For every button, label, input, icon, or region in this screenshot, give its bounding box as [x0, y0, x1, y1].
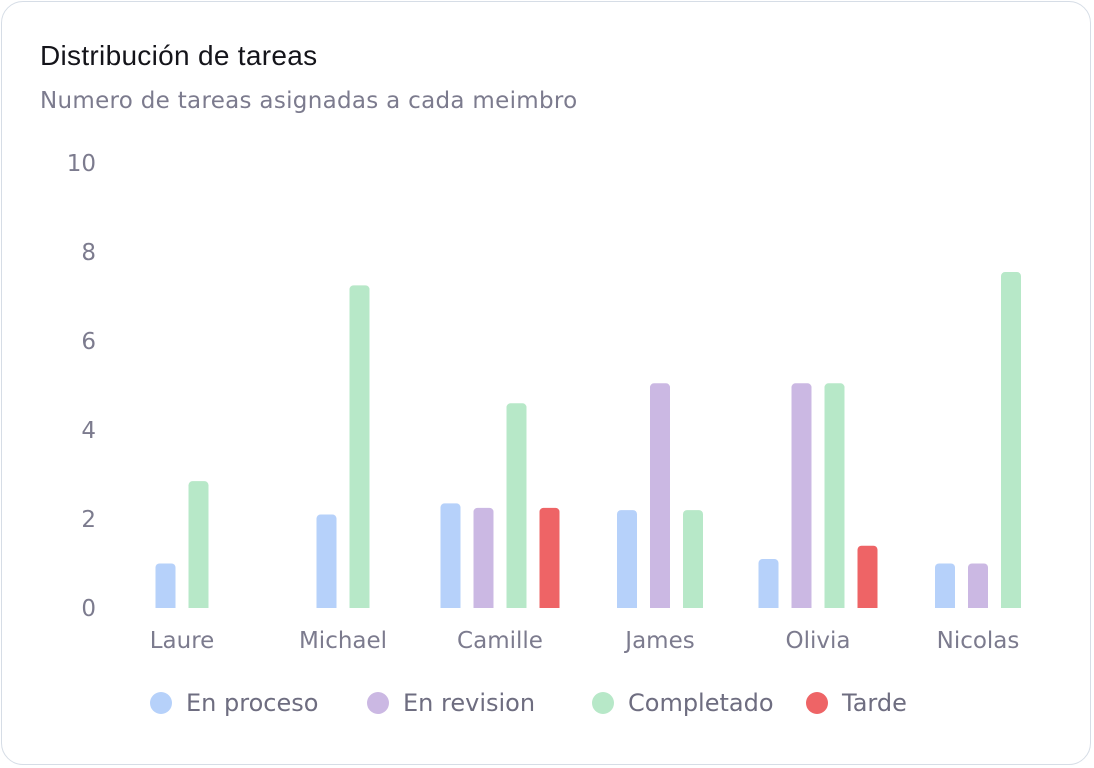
legend-label: En proceso [186, 689, 319, 717]
bar-camille-en-proceso[interactable] [440, 503, 461, 612]
bar-camille-completado[interactable] [506, 403, 527, 612]
bar-camille-tarde[interactable] [539, 507, 560, 612]
x-tick-label: Laure [150, 628, 215, 654]
bar-nicolas-en-proceso[interactable] [935, 563, 955, 613]
legend-item[interactable]: En revision [367, 686, 535, 720]
legend-item[interactable]: En proceso [150, 686, 318, 720]
bar-camille-en-revision[interactable] [473, 507, 494, 612]
bar-nicolas-completado[interactable] [1001, 272, 1021, 612]
legend-swatch [367, 692, 389, 714]
x-tick-label: James [623, 628, 694, 654]
legend-swatch [806, 692, 828, 714]
bar-michael-en-proceso[interactable] [316, 514, 337, 612]
bars [120, 272, 1040, 616]
bar-laure-completado[interactable] [188, 481, 209, 612]
bar-olivia-completado[interactable] [824, 383, 845, 612]
x-axis: Laure Michael Camille James Olivia Nicolas [150, 628, 1020, 654]
bar-olivia-en-revision[interactable] [791, 383, 812, 612]
bar-james-en-revision[interactable] [650, 383, 670, 612]
legend-label: Tarde [842, 689, 907, 717]
y-tick-label: 8 [81, 240, 96, 266]
bar-laure-en-proceso[interactable] [155, 563, 176, 613]
chart-subtitle: Numero de tareas asignadas a cada meimbr… [40, 88, 578, 114]
bar-james-en-proceso[interactable] [617, 510, 637, 612]
legend: En proceso En revision Completado Tarde [150, 686, 950, 720]
legend-swatch [592, 692, 614, 714]
y-axis: 0 2 4 6 8 10 [67, 151, 96, 622]
legend-label: En revision [403, 689, 536, 717]
y-tick-label: 4 [81, 418, 96, 444]
bar-nicolas-en-revision[interactable] [968, 563, 988, 613]
y-tick-label: 6 [81, 329, 96, 355]
legend-swatch [150, 692, 172, 714]
y-tick-label: 0 [81, 596, 96, 622]
legend-item[interactable]: Completado [592, 686, 774, 720]
legend-item[interactable]: Tarde [806, 686, 907, 720]
bar-olivia-en-proceso[interactable] [758, 559, 779, 612]
y-tick-label: 2 [81, 507, 96, 533]
x-tick-label: Michael [299, 628, 387, 654]
y-tick-label: 10 [67, 151, 96, 177]
x-tick-label: Camille [457, 628, 543, 654]
bar-olivia-tarde[interactable] [857, 545, 878, 612]
bar-michael-completado[interactable] [349, 285, 370, 612]
chart-title: Distribución de tareas [40, 40, 318, 71]
legend-label: Completado [628, 689, 774, 717]
baseline-mask [120, 608, 1040, 616]
x-tick-label: Nicolas [937, 628, 1020, 654]
bar-james-completado[interactable] [683, 510, 703, 612]
x-tick-label: Olivia [786, 628, 851, 654]
